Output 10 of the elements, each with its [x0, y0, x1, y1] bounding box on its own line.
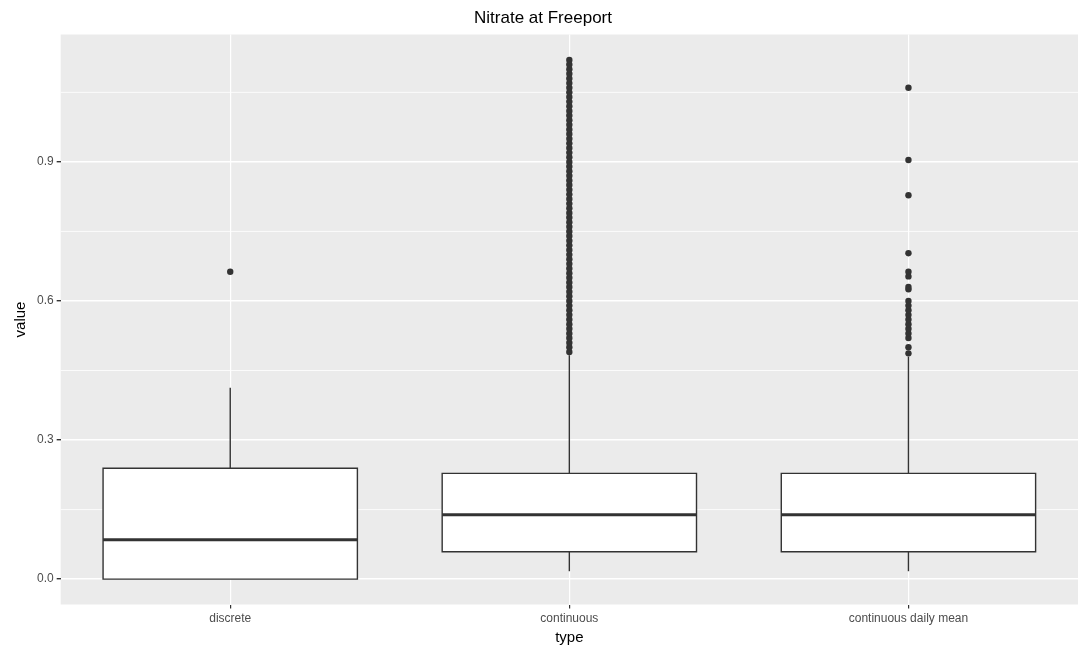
y-axis-title: value [11, 301, 29, 338]
x-tick-label: discrete [209, 611, 252, 626]
x-tick-label: continuous daily mean [848, 611, 969, 626]
chart-title: Nitrate at Freeport [474, 7, 613, 27]
y-tick-label: 0.0 [36, 571, 54, 586]
y-tick-label: 0.9 [36, 154, 54, 169]
y-tick-label: 0.6 [36, 293, 54, 308]
x-tick-label: continuous [540, 611, 599, 626]
y-tick-label: 0.3 [36, 432, 54, 447]
x-axis-title: type [555, 628, 584, 646]
